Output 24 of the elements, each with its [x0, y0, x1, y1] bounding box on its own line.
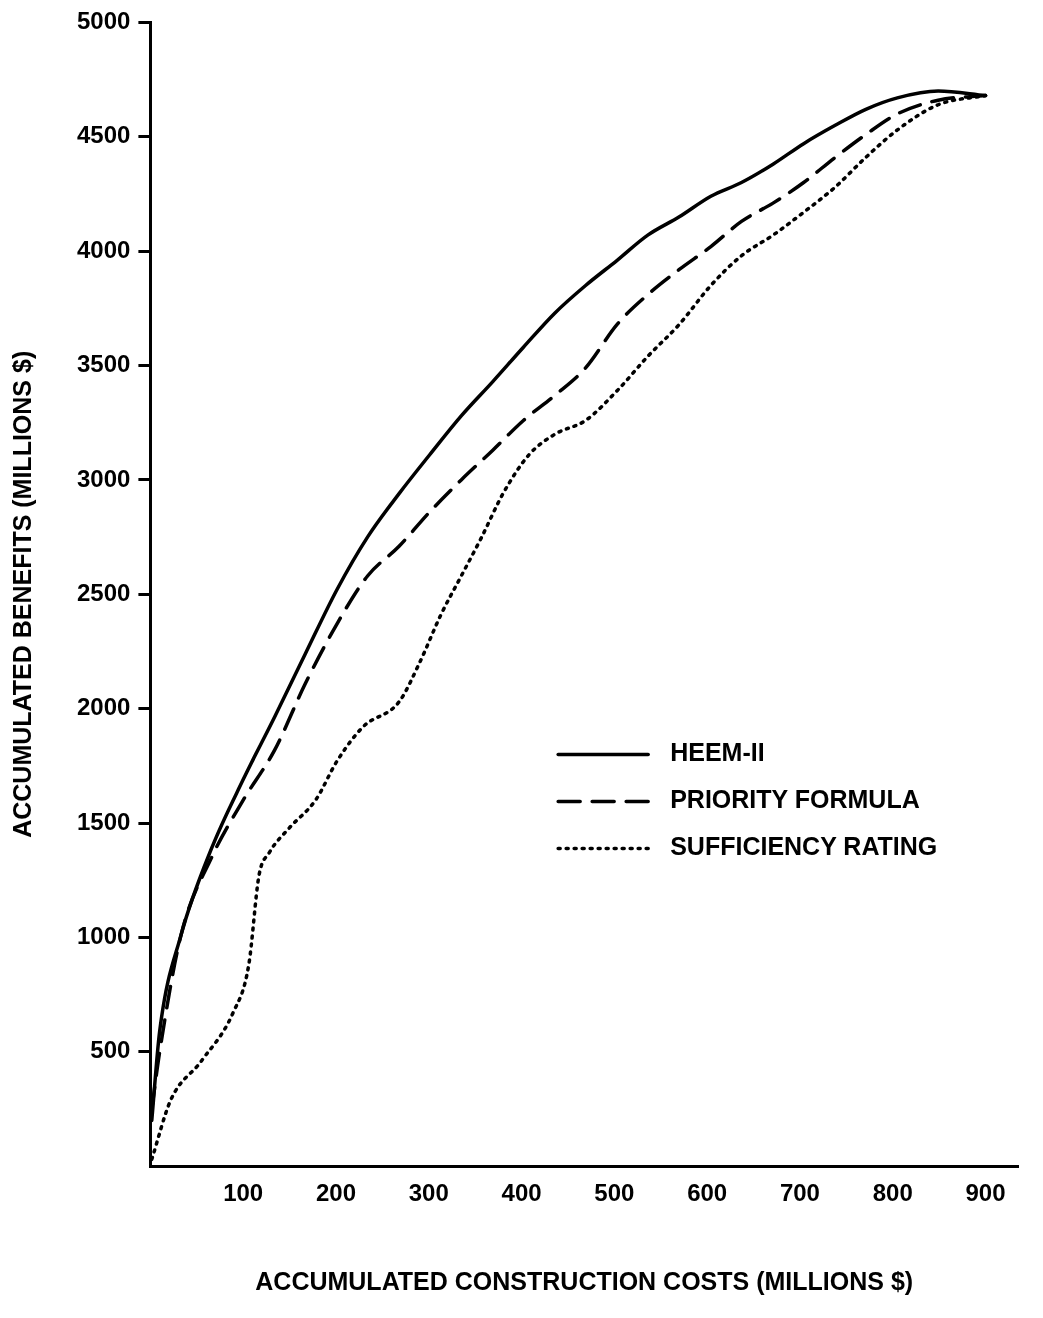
- y-tick-label: 2000: [77, 693, 131, 721]
- legend-label: HEEM-II: [670, 738, 765, 767]
- y-tick-label: 500: [90, 1036, 131, 1064]
- y-tick-label: 3000: [77, 464, 131, 492]
- y-tick-label: 5000: [77, 7, 131, 35]
- x-tick-label: 900: [965, 1179, 1006, 1207]
- y-tick-label: 2500: [77, 578, 131, 606]
- x-tick-label: 700: [779, 1179, 820, 1207]
- x-axis-title: ACCUMULATED CONSTRUCTION COSTS (MILLIONS $): [255, 1266, 914, 1295]
- y-tick-label: 1000: [77, 922, 131, 950]
- x-tick-label: 300: [408, 1179, 449, 1207]
- x-tick-label: 400: [501, 1179, 542, 1207]
- x-tick-label: 600: [687, 1179, 728, 1207]
- y-axis-title: ACCUMULATED BENEFITS (MILLIONS $): [7, 350, 36, 838]
- legend-label: PRIORITY FORMULA: [670, 785, 920, 814]
- legend-label: SUFFICIENCY RATING: [670, 832, 938, 861]
- y-tick-label: 4500: [77, 121, 131, 149]
- x-tick-label: 100: [223, 1179, 264, 1207]
- x-tick-label: 200: [315, 1179, 356, 1207]
- y-tick-label: 3500: [77, 350, 131, 378]
- x-tick-label: 500: [594, 1179, 635, 1207]
- y-tick-label: 4000: [77, 235, 131, 263]
- y-tick-label: 1500: [77, 807, 131, 835]
- x-tick-label: 800: [872, 1179, 913, 1207]
